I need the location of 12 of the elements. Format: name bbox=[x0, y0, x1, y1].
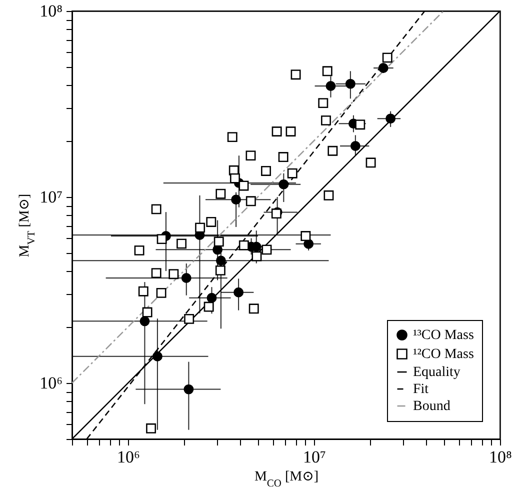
x-tick-label: 10⁸ bbox=[489, 448, 512, 466]
x-axis-title: M$_{CO}$ [M⊙] bbox=[254, 470, 319, 489]
y-tick-label: 10⁷ bbox=[40, 188, 63, 207]
x-tick-label: 10⁶ bbox=[117, 448, 140, 466]
legend-label: ¹³CO Mass bbox=[413, 328, 474, 343]
y-tick-label: 10⁶ bbox=[40, 374, 63, 393]
x-tick-label: 10⁷ bbox=[303, 448, 326, 466]
legend-label: Equality bbox=[413, 365, 460, 380]
legend-label: ¹²CO Mass bbox=[413, 347, 474, 362]
legend-label: Fit bbox=[413, 382, 429, 397]
y-tick-label: 10⁸ bbox=[40, 2, 63, 20]
legend-label: Bound bbox=[413, 399, 450, 414]
